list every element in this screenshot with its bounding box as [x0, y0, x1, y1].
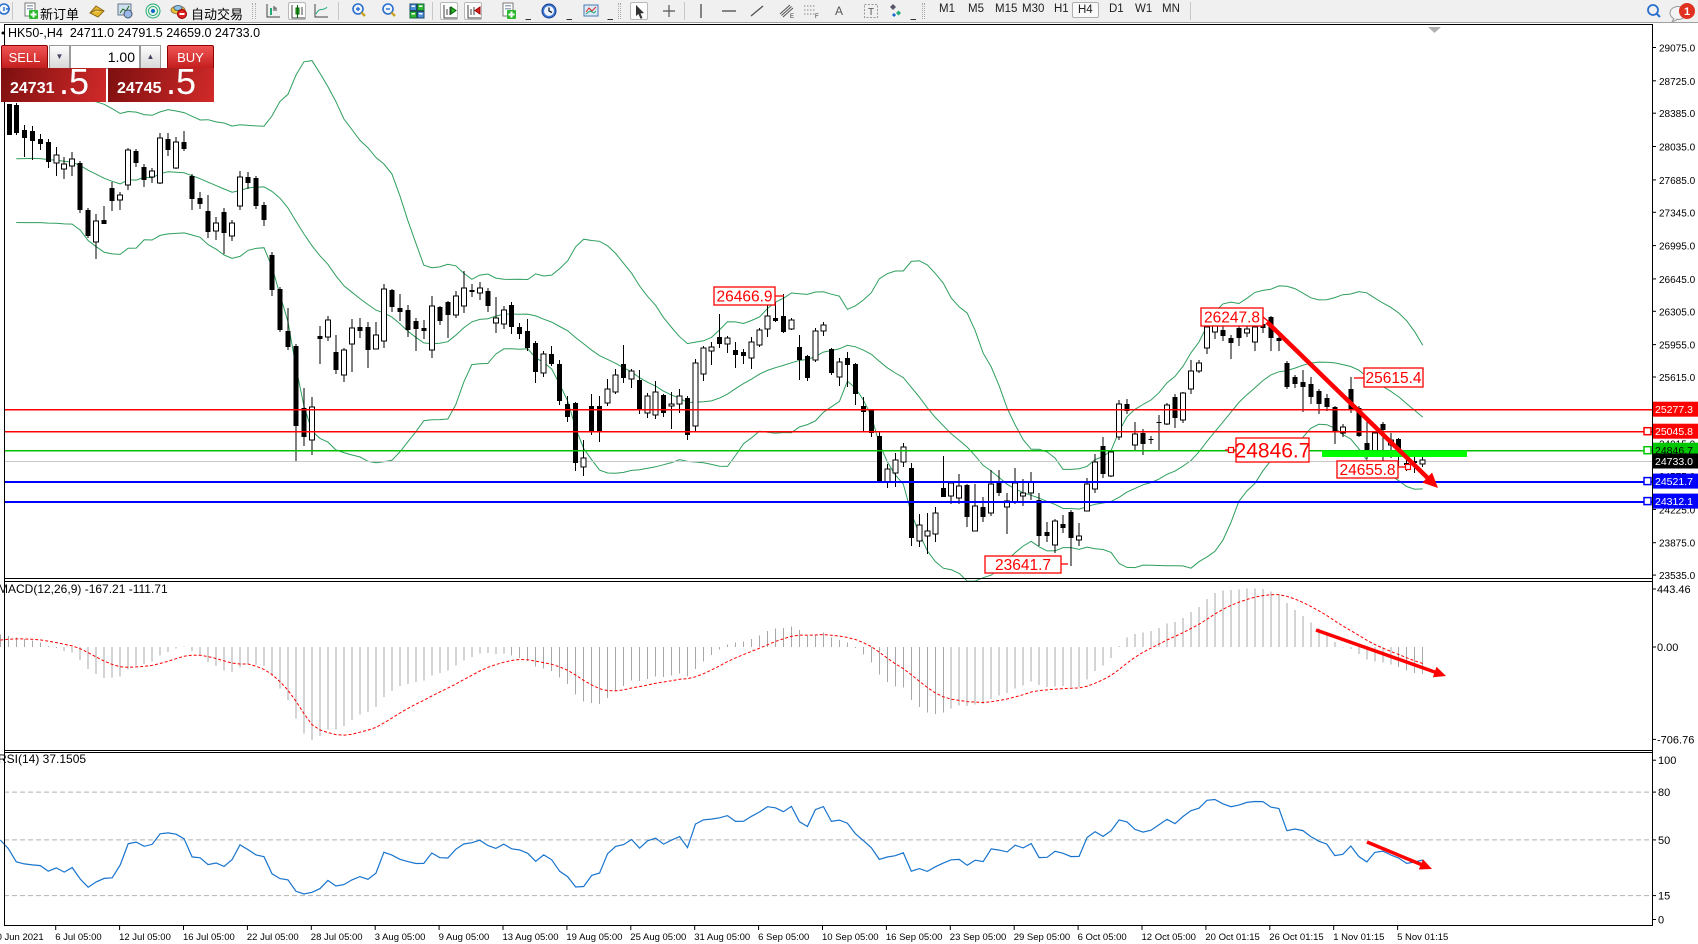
svg-text:31 Aug 05:00: 31 Aug 05:00: [694, 932, 750, 943]
svg-text:23 Sep 05:00: 23 Sep 05:00: [950, 932, 1007, 943]
svg-text:20 Oct 01:15: 20 Oct 01:15: [1205, 932, 1259, 943]
svg-text:T: T: [868, 7, 874, 18]
svg-text:23641.7: 23641.7: [995, 557, 1051, 574]
svg-text:100: 100: [1658, 755, 1676, 767]
svg-text:26466.9: 26466.9: [716, 289, 772, 306]
svg-text:E: E: [790, 14, 794, 20]
svg-text:16 Jul 05:00: 16 Jul 05:00: [183, 932, 235, 943]
svg-text:80: 80: [1658, 787, 1670, 799]
svg-text:25955.0: 25955.0: [1659, 341, 1696, 352]
svg-text:16 Sep 05:00: 16 Sep 05:00: [886, 932, 943, 943]
svg-text:29 Sep 05:00: 29 Sep 05:00: [1014, 932, 1071, 943]
svg-text:24225.0: 24225.0: [1659, 505, 1696, 516]
svg-text:RSI(14) 37.1505: RSI(14) 37.1505: [0, 752, 86, 766]
svg-text:6 Sep 05:00: 6 Sep 05:00: [758, 932, 809, 943]
svg-text:19 Aug 05:00: 19 Aug 05:00: [566, 932, 622, 943]
svg-text:3 Aug 05:00: 3 Aug 05:00: [375, 932, 426, 943]
svg-text:26247.8: 26247.8: [1204, 310, 1260, 327]
svg-text:28 Jul 05:00: 28 Jul 05:00: [311, 932, 363, 943]
svg-text:23875.0: 23875.0: [1659, 539, 1696, 550]
svg-text:1: 1: [1684, 6, 1690, 18]
svg-text:30 Jun 2021: 30 Jun 2021: [0, 932, 44, 943]
svg-text:A: A: [835, 4, 843, 18]
svg-text:26 Oct 01:15: 26 Oct 01:15: [1269, 932, 1323, 943]
svg-text:0.00: 0.00: [1657, 642, 1678, 654]
svg-text:28035.0: 28035.0: [1659, 143, 1696, 154]
svg-text:MACD(12,26,9) -167.21 -111.71: MACD(12,26,9) -167.21 -111.71: [0, 582, 168, 596]
svg-text:26305.0: 26305.0: [1659, 307, 1696, 318]
svg-text:24846.7: 24846.7: [1235, 440, 1311, 463]
svg-text:27345.0: 27345.0: [1659, 208, 1696, 219]
svg-text:28725.0: 28725.0: [1659, 77, 1696, 88]
svg-text:0: 0: [1658, 915, 1664, 927]
svg-text:24521.7: 24521.7: [1655, 476, 1693, 488]
svg-text:23535.0: 23535.0: [1659, 571, 1696, 582]
svg-text:22 Jul 05:00: 22 Jul 05:00: [247, 932, 299, 943]
svg-text:6 Oct 05:00: 6 Oct 05:00: [1078, 932, 1127, 943]
svg-text:25 Aug 05:00: 25 Aug 05:00: [630, 932, 686, 943]
svg-text:HK50-,H4 24711.0 24791.5 2465: HK50-,H4 24711.0 24791.5 24659.0 24733.0: [8, 26, 260, 40]
svg-text:1 Nov 01:15: 1 Nov 01:15: [1333, 932, 1384, 943]
svg-text:5 Nov 01:15: 5 Nov 01:15: [1397, 932, 1448, 943]
svg-text:10 Sep 05:00: 10 Sep 05:00: [822, 932, 879, 943]
svg-text:443.46: 443.46: [1657, 584, 1691, 596]
svg-text:6 Jul 05:00: 6 Jul 05:00: [55, 932, 101, 943]
svg-text:25277.3: 25277.3: [1655, 404, 1693, 416]
svg-text:F: F: [815, 14, 819, 20]
svg-text:13 Aug 05:00: 13 Aug 05:00: [503, 932, 559, 943]
svg-text:25615.0: 25615.0: [1659, 373, 1696, 384]
svg-text:25045.8: 25045.8: [1655, 426, 1693, 438]
svg-text:15: 15: [1658, 891, 1670, 903]
svg-text:24655.8: 24655.8: [1339, 462, 1395, 479]
svg-text:26995.0: 26995.0: [1659, 242, 1696, 253]
svg-text:12 Oct 05:00: 12 Oct 05:00: [1142, 932, 1196, 943]
svg-text:12 Jul 05:00: 12 Jul 05:00: [119, 932, 171, 943]
svg-text:24312.1: 24312.1: [1655, 496, 1693, 508]
svg-text:25615.4: 25615.4: [1365, 370, 1421, 387]
svg-text:9 Aug 05:00: 9 Aug 05:00: [439, 932, 490, 943]
svg-text:29075.0: 29075.0: [1659, 44, 1696, 55]
svg-text:28385.0: 28385.0: [1659, 109, 1696, 120]
svg-text:26645.0: 26645.0: [1659, 275, 1696, 286]
svg-text:50: 50: [1658, 835, 1670, 847]
svg-text:24733.0: 24733.0: [1655, 456, 1693, 468]
svg-text:27685.0: 27685.0: [1659, 176, 1696, 187]
svg-text:-706.76: -706.76: [1657, 734, 1694, 746]
